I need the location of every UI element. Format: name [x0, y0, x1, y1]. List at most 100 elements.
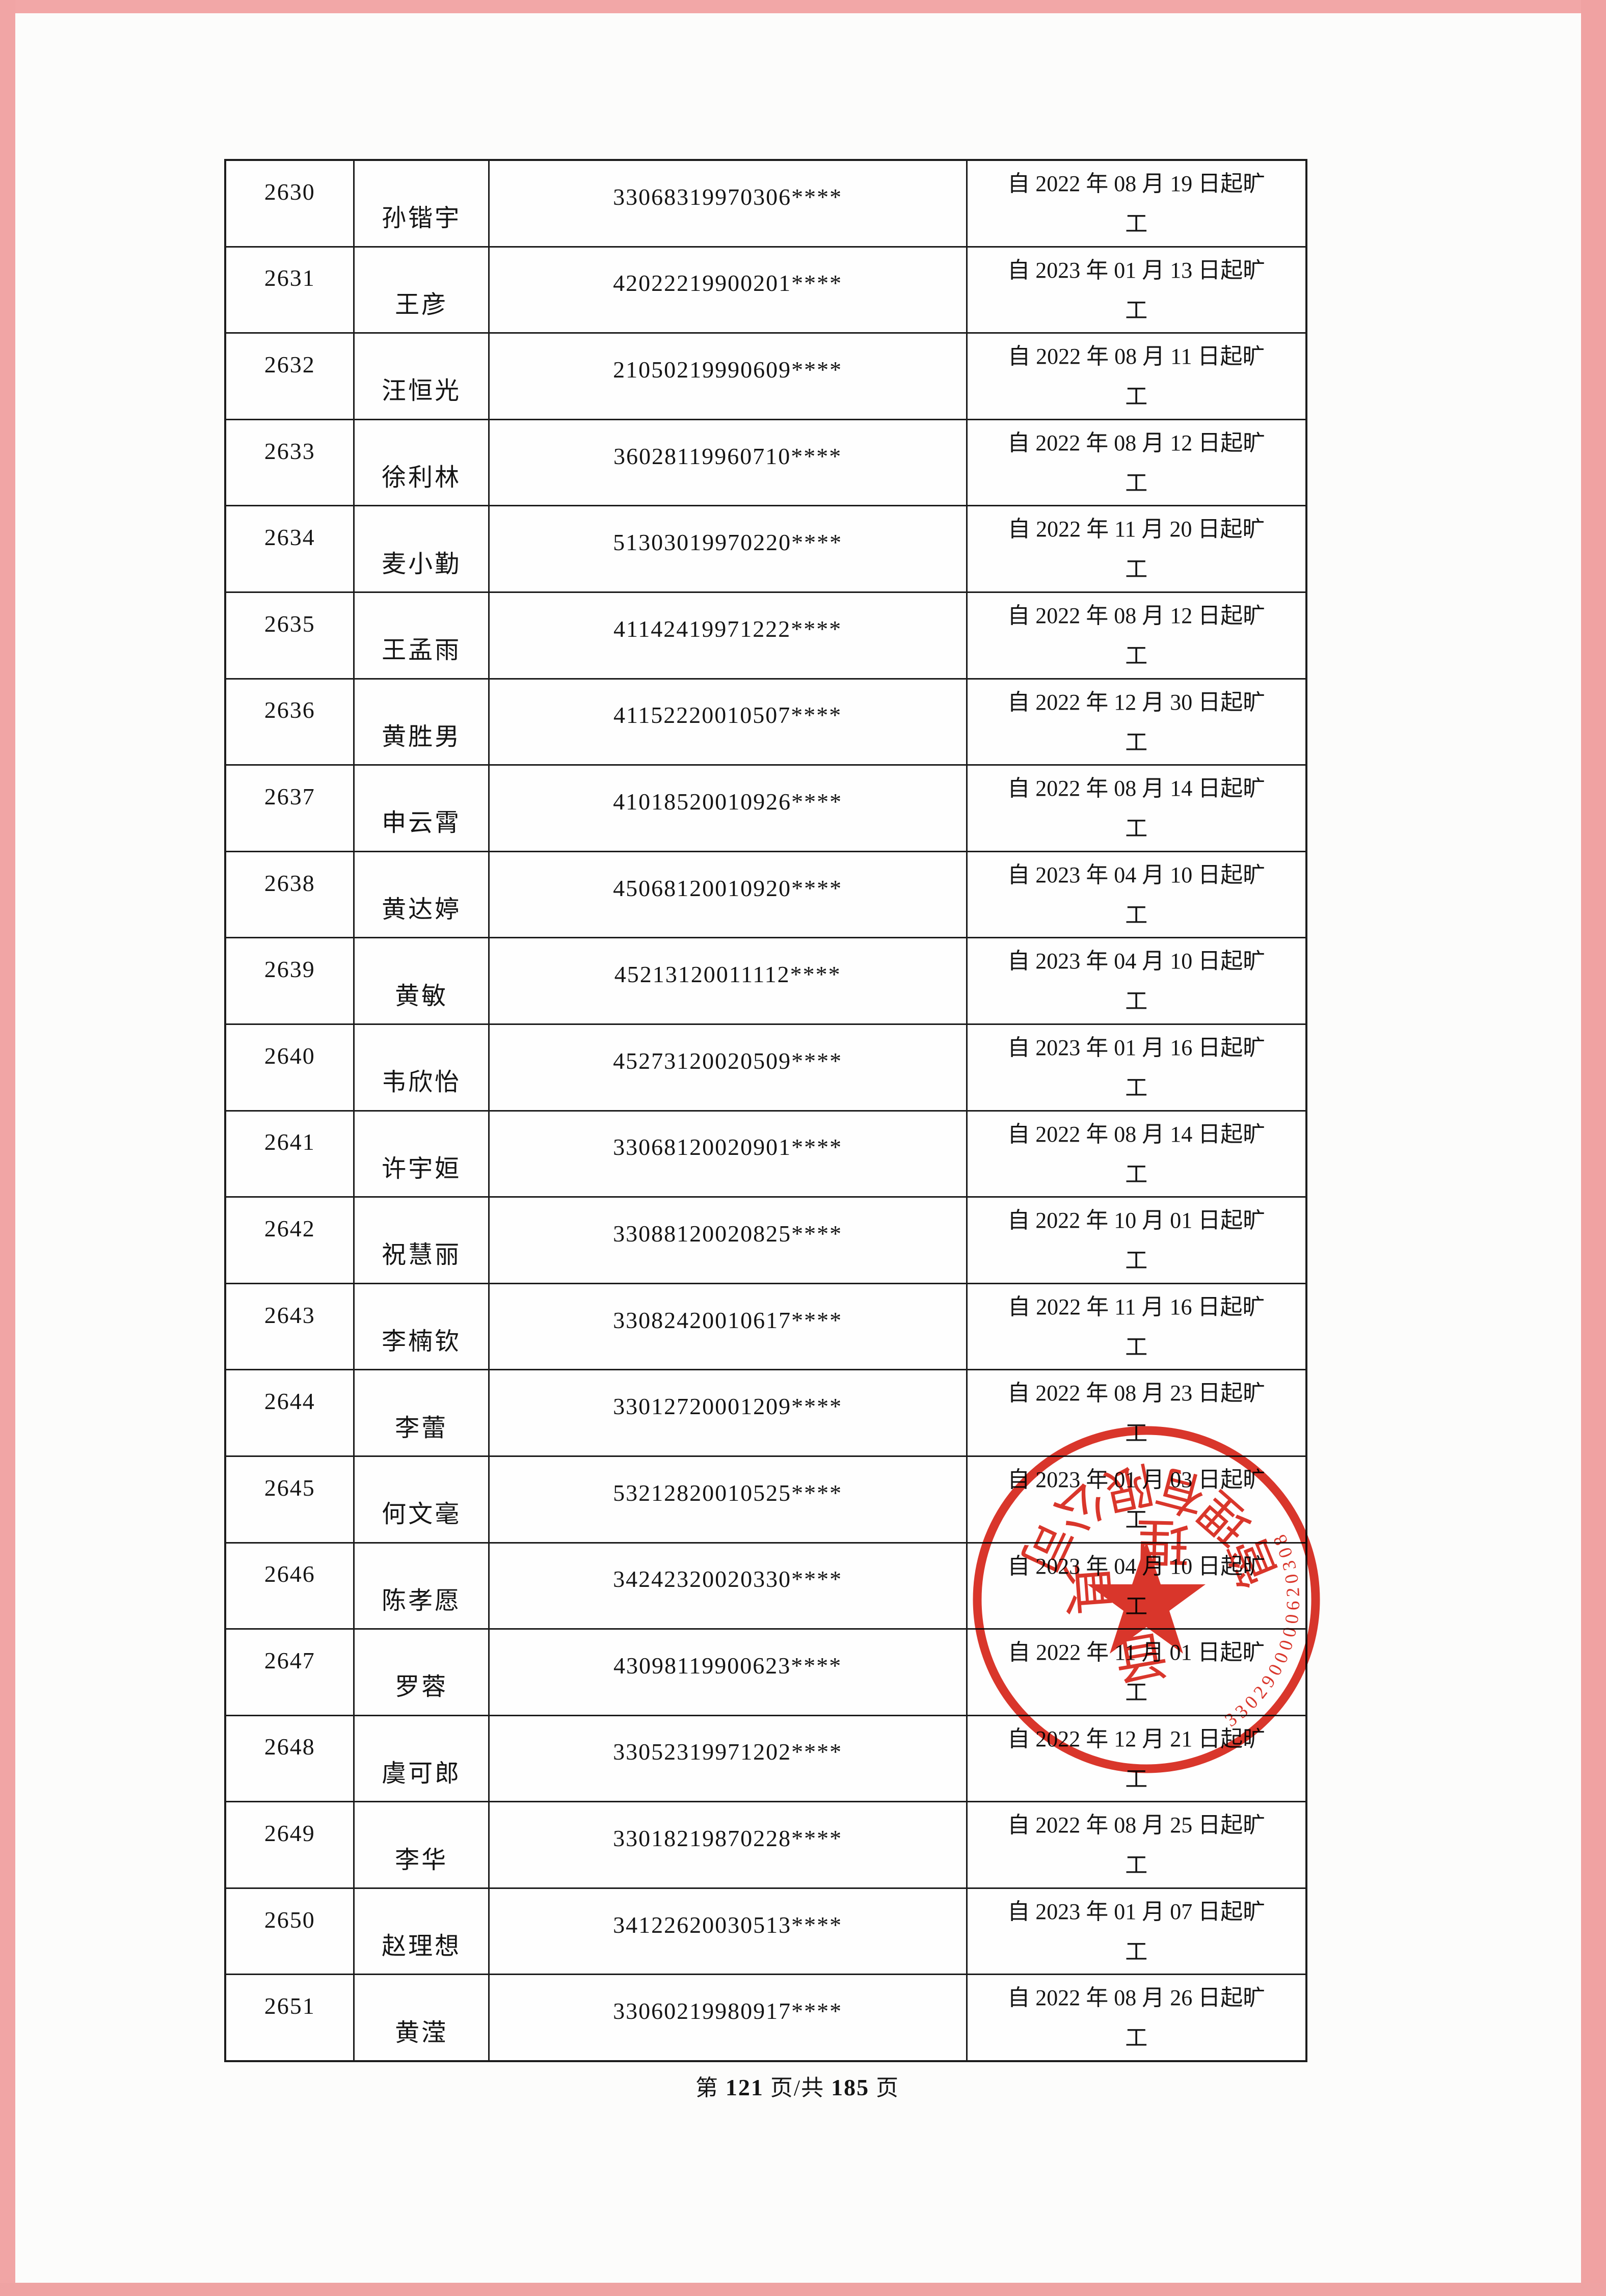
row-index: 2631: [264, 265, 315, 291]
row-index: 2646: [264, 1561, 315, 1587]
absence-note: 自 2022 年 12 月 30 日起旷工: [966, 679, 1305, 765]
scan-edge-bottom: [0, 2283, 1606, 2296]
row-index: 2644: [264, 1388, 315, 1415]
row-index: 2641: [264, 1129, 315, 1155]
person-name: 麦小勤: [353, 506, 488, 591]
row-index: 2642: [264, 1215, 315, 1241]
table-row: 2634 麦小勤 51303019970220**** 自 2022 年 11 …: [226, 505, 1305, 591]
absence-note: 自 2022 年 11 月 20 日起旷工: [966, 506, 1305, 591]
row-index: 2640: [264, 1042, 315, 1069]
row-index: 2645: [264, 1474, 315, 1501]
absence-note: 自 2023 年 04 月 10 日起旷工: [966, 1543, 1305, 1629]
absence-note: 自 2022 年 11 月 01 日起旷工: [966, 1630, 1305, 1715]
absence-note-text: 自 2022 年 12 月 21 日起旷工: [1007, 1726, 1266, 1792]
footer-total-pages: 185: [831, 2074, 870, 2100]
person-name: 韦欣怡: [353, 1024, 488, 1110]
row-index: 2632: [264, 351, 315, 377]
id-number: 51303019970220****: [488, 506, 966, 591]
absence-note: 自 2022 年 08 月 12 日起旷工: [966, 420, 1305, 505]
absence-note-text: 自 2022 年 08 月 25 日起旷工: [1007, 1813, 1266, 1878]
id-number: 33018219870228****: [488, 1802, 966, 1887]
table-row: 2646 陈孝愿 34242320020330**** 自 2023 年 04 …: [226, 1542, 1305, 1629]
row-index: 2633: [264, 438, 315, 464]
person-name: 汪恒光: [353, 334, 488, 419]
table-row: 2650 赵理想 34122620030513**** 自 2023 年 01 …: [226, 1887, 1305, 1974]
absence-note-text: 自 2022 年 08 月 19 日起旷工: [1007, 171, 1266, 236]
absence-note-text: 自 2022 年 08 月 11 日起旷工: [1008, 344, 1265, 410]
absence-note-text: 自 2022 年 08 月 14 日起旷工: [1007, 776, 1266, 842]
row-index: 2648: [264, 1734, 315, 1760]
absence-note: 自 2022 年 08 月 25 日起旷工: [966, 1802, 1305, 1887]
absence-note-text: 自 2022 年 12 月 30 日起旷工: [1007, 689, 1266, 755]
person-name: 虞可郎: [353, 1716, 488, 1801]
scan-edge-left: [0, 0, 15, 2296]
absence-note-text: 自 2023 年 01 月 16 日起旷工: [1007, 1035, 1266, 1100]
id-number: 21050219990609****: [488, 334, 966, 419]
absence-note: 自 2023 年 01 月 03 日起旷工: [966, 1456, 1305, 1542]
person-name: 王彦: [353, 247, 488, 333]
id-number: 34242320020330****: [488, 1543, 966, 1629]
person-name: 许宇姮: [353, 1111, 488, 1197]
absence-note: 自 2022 年 08 月 12 日起旷工: [966, 592, 1305, 678]
table-row: 2631 王彦 42022219900201**** 自 2023 年 01 月…: [226, 246, 1305, 333]
absence-note-text: 自 2022 年 08 月 26 日起旷工: [1007, 1985, 1266, 2051]
person-name: 黄达婷: [353, 852, 488, 937]
absence-note: 自 2023 年 04 月 10 日起旷工: [966, 938, 1305, 1023]
row-index: 2636: [264, 697, 315, 723]
person-name: 李华: [353, 1802, 488, 1887]
absence-note-text: 自 2022 年 11 月 01 日起旷工: [1008, 1640, 1265, 1706]
row-index: 2647: [264, 1647, 315, 1673]
absence-note-text: 自 2023 年 04 月 10 日起旷工: [1007, 862, 1266, 928]
row-index: 2630: [264, 178, 315, 205]
absence-note: 自 2022 年 08 月 19 日起旷工: [966, 161, 1305, 246]
table-row: 2644 李蕾 33012720001209**** 自 2022 年 08 月…: [226, 1369, 1305, 1455]
table-row: 2648 虞可郎 33052319971202**** 自 2022 年 12 …: [226, 1714, 1305, 1801]
absence-note-text: 自 2023 年 01 月 03 日起旷工: [1007, 1467, 1266, 1532]
absence-note-text: 自 2022 年 10 月 01 日起旷工: [1007, 1208, 1266, 1274]
id-number: 53212820010525****: [488, 1456, 966, 1542]
absence-note: 自 2022 年 08 月 14 日起旷工: [966, 766, 1305, 851]
row-index: 2634: [264, 524, 315, 551]
table-row: 2649 李华 33018219870228**** 自 2022 年 08 月…: [226, 1801, 1305, 1887]
person-name: 孙锴宇: [353, 161, 488, 246]
absence-note-text: 自 2023 年 01 月 07 日起旷工: [1007, 1899, 1266, 1964]
footer-separator: 页/共: [770, 2075, 825, 2100]
absence-note: 自 2023 年 01 月 16 日起旷工: [966, 1024, 1305, 1110]
id-number: 43098119900623****: [488, 1630, 966, 1715]
person-name: 申云霄: [353, 766, 488, 851]
absence-note-text: 自 2023 年 04 月 10 日起旷工: [1007, 949, 1266, 1014]
person-name: 黄胜男: [353, 679, 488, 765]
id-number: 45068120010920****: [488, 852, 966, 937]
person-name: 黄敏: [353, 938, 488, 1023]
row-index: 2643: [264, 1302, 315, 1328]
table-row: 2651 黄滢 33060219980917**** 自 2022 年 08 月…: [226, 1974, 1305, 2061]
table-row: 2645 何文毫 53212820010525**** 自 2023 年 01 …: [226, 1455, 1305, 1542]
id-number: 45273120020509****: [488, 1024, 966, 1110]
id-number: 33052319971202****: [488, 1716, 966, 1801]
absence-note-text: 自 2023 年 01 月 13 日起旷工: [1007, 257, 1266, 323]
id-number: 33088120020825****: [488, 1198, 966, 1283]
absence-roster-table: 2630 孙锴宇 33068319970306**** 自 2022 年 08 …: [224, 159, 1307, 2062]
table-row: 2637 申云霄 41018520010926**** 自 2022 年 08 …: [226, 764, 1305, 851]
table-row: 2643 李楠钦 33082420010617**** 自 2022 年 11 …: [226, 1282, 1305, 1369]
row-index: 2651: [264, 1993, 315, 2019]
id-number: 45213120011112****: [488, 938, 966, 1023]
absence-note: 自 2022 年 08 月 11 日起旷工: [966, 334, 1305, 419]
row-index: 2639: [264, 956, 315, 983]
id-number: 33082420010617****: [488, 1284, 966, 1369]
table-row: 2636 黄胜男 41152220010507**** 自 2022 年 12 …: [226, 678, 1305, 765]
id-number: 41142419971222****: [488, 592, 966, 678]
person-name: 何文毫: [353, 1456, 488, 1542]
absence-note-text: 自 2023 年 04 月 10 日起旷工: [1007, 1553, 1266, 1619]
person-name: 赵理想: [353, 1888, 488, 1974]
scan-edge-top: [0, 0, 1606, 13]
row-index: 2635: [264, 610, 315, 637]
id-number: 33068319970306****: [488, 161, 966, 246]
absence-note-text: 自 2022 年 08 月 12 日起旷工: [1007, 430, 1266, 496]
absence-note: 自 2022 年 10 月 01 日起旷工: [966, 1198, 1305, 1283]
absence-note-text: 自 2022 年 11 月 16 日起旷工: [1008, 1294, 1265, 1360]
absence-note: 自 2022 年 08 月 14 日起旷工: [966, 1111, 1305, 1197]
id-number: 33068120020901****: [488, 1111, 966, 1197]
absence-note: 自 2022 年 11 月 16 日起旷工: [966, 1284, 1305, 1369]
scan-edge-right: [1581, 0, 1606, 2296]
